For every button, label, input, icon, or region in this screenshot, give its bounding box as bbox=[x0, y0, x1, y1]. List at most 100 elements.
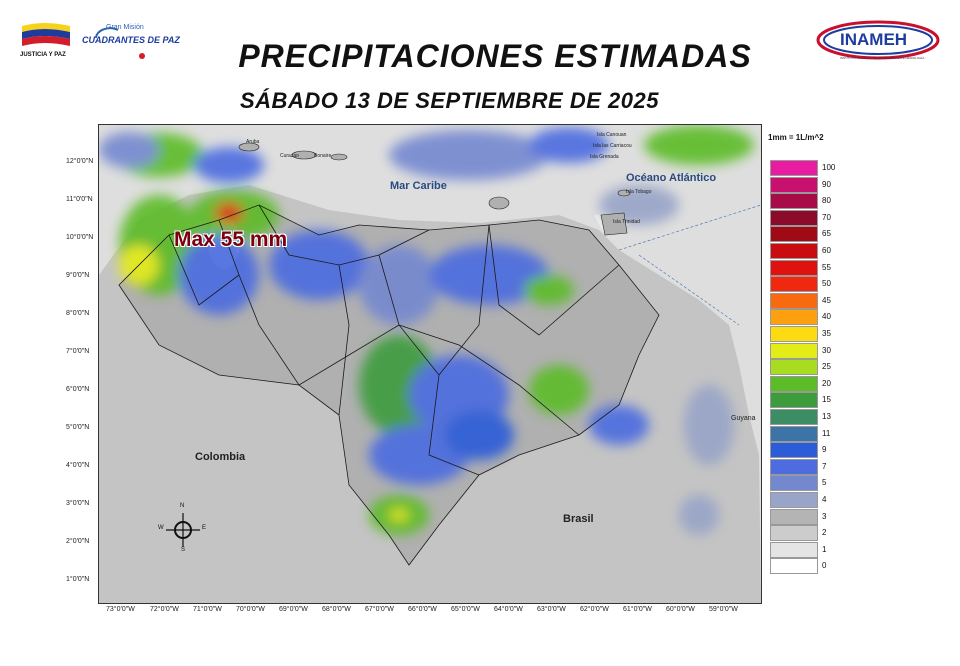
legend-swatch bbox=[770, 259, 818, 276]
legend-row: 40 bbox=[770, 309, 831, 326]
lat-label: 3°0'0"N bbox=[66, 500, 90, 507]
legend-label: 5 bbox=[822, 478, 827, 488]
legend-label: 40 bbox=[822, 312, 831, 322]
place-tobago: Isla Tobago bbox=[626, 189, 652, 195]
lat-label: 10°0'0"N bbox=[66, 234, 94, 241]
legend-row: 30 bbox=[770, 342, 831, 359]
lon-label: 68°0'0"W bbox=[322, 606, 351, 613]
compass-s: S bbox=[181, 547, 186, 553]
compass-w: W bbox=[158, 525, 164, 531]
legend-label: 55 bbox=[822, 262, 831, 272]
max-precipitation-label: Max 55 mm bbox=[174, 228, 288, 251]
legend-swatch bbox=[770, 209, 818, 226]
legend-title: 1mm = 1L/m^2 bbox=[768, 133, 824, 142]
legend-swatch bbox=[770, 160, 818, 176]
legend-row: 3 bbox=[770, 508, 827, 525]
legend-swatch bbox=[770, 425, 818, 442]
lon-label: 69°0'0"W bbox=[279, 606, 308, 613]
lon-label: 70°0'0"W bbox=[236, 606, 265, 613]
venezuela-flag-icon bbox=[22, 23, 145, 59]
legend-row: 90 bbox=[770, 176, 831, 193]
place-brasil: Brasil bbox=[563, 513, 594, 525]
legend-swatch bbox=[770, 309, 818, 326]
place-grenada: Isla Grenada bbox=[590, 154, 619, 160]
lat-label: 12°0'0"N bbox=[66, 158, 94, 165]
inameh-emblem-icon bbox=[816, 20, 940, 60]
legend-label: 100 bbox=[822, 163, 836, 172]
legend-row: 11 bbox=[770, 425, 830, 442]
lon-label: 62°0'0"W bbox=[580, 606, 609, 613]
legend-swatch bbox=[770, 193, 818, 210]
legend-row: 80 bbox=[770, 193, 831, 210]
legend-swatch bbox=[770, 541, 818, 558]
legend-label: 70 bbox=[822, 212, 831, 222]
lat-label: 4°0'0"N bbox=[66, 462, 90, 469]
place-bonaire: Bonaire bbox=[314, 153, 332, 159]
lon-label: 73°0'0"W bbox=[106, 606, 135, 613]
lat-label: 11°0'0"N bbox=[66, 196, 93, 203]
legend-label: 90 bbox=[822, 179, 831, 189]
legend-swatch bbox=[770, 508, 818, 525]
lon-label: 67°0'0"W bbox=[365, 606, 394, 613]
lat-label: 6°0'0"N bbox=[66, 386, 90, 393]
precipitation-map-canvas bbox=[99, 125, 761, 603]
legend-label: 20 bbox=[822, 378, 831, 388]
legend-row: 45 bbox=[770, 292, 831, 309]
legend-row: 15 bbox=[770, 392, 831, 409]
legend-swatch bbox=[770, 243, 818, 259]
lat-label: 5°0'0"N bbox=[66, 424, 90, 431]
lon-label: 71°0'0"W bbox=[193, 606, 222, 613]
legend-swatch bbox=[770, 492, 818, 508]
lat-label: 7°0'0"N bbox=[66, 348, 90, 355]
place-carriacou: Isla las Carriacou bbox=[593, 143, 632, 149]
page-subtitle: SÁBADO 13 DE SEPTIEMBRE DE 2025 bbox=[240, 88, 659, 113]
legend-swatch bbox=[770, 176, 818, 193]
logo-left-caption: JUSTICIA Y PAZ bbox=[20, 52, 66, 58]
place-oceano-atlantico: Océano Atlántico bbox=[626, 172, 717, 184]
logo-left-brand: CUADRANTES DE PAZ bbox=[82, 35, 180, 45]
compass-e: E bbox=[202, 525, 207, 531]
legend-label: 7 bbox=[822, 461, 827, 471]
legend-swatch bbox=[770, 409, 818, 425]
compass-n: N bbox=[180, 503, 185, 509]
legend-swatch bbox=[770, 326, 818, 342]
legend-row: 100 bbox=[770, 160, 835, 176]
place-trinidad: Isla Trinidad bbox=[613, 219, 640, 225]
legend-row: 35 bbox=[770, 326, 831, 342]
logo-left-brand-top: Gran Misión bbox=[106, 24, 144, 31]
legend-swatch bbox=[770, 342, 818, 359]
legend-label: 4 bbox=[822, 495, 827, 504]
logo-right-caption: INSTITUTO NACIONAL DE METEOROLOGÍA E HID… bbox=[840, 56, 925, 60]
legend-label: 0 bbox=[822, 561, 827, 571]
lat-label: 9°0'0"N bbox=[66, 272, 90, 279]
legend-row: 13 bbox=[770, 409, 831, 425]
legend-row: 1 bbox=[770, 541, 827, 558]
place-aruba: Aruba bbox=[246, 139, 260, 145]
lat-label: 1°0'0"N bbox=[66, 576, 90, 583]
logo-right-brand: INAMEH bbox=[840, 30, 908, 49]
legend-row: 50 bbox=[770, 276, 831, 293]
place-canouan: Isla Canouan bbox=[597, 132, 627, 138]
legend-label: 3 bbox=[822, 511, 827, 521]
legend-label: 2 bbox=[822, 528, 827, 538]
legend-label: 35 bbox=[822, 329, 831, 338]
precipitation-map bbox=[98, 124, 762, 604]
legend-row: 2 bbox=[770, 525, 827, 542]
gobierno-logo: JUSTICIA Y PAZ Gran Misión CUADRANTES DE… bbox=[18, 18, 188, 66]
legend-label: 60 bbox=[822, 246, 831, 255]
legend-row: 60 bbox=[770, 243, 831, 259]
legend-row: 5 bbox=[770, 475, 827, 492]
lon-label: 63°0'0"W bbox=[537, 606, 566, 613]
lat-label: 8°0'0"N bbox=[66, 310, 90, 317]
lon-label: 72°0'0"W bbox=[150, 606, 179, 613]
lon-label: 60°0'0"W bbox=[666, 606, 695, 613]
legend-row: 0 bbox=[770, 558, 827, 575]
lat-label: 2°0'0"N bbox=[66, 538, 90, 545]
legend-label: 15 bbox=[822, 395, 831, 405]
legend-row: 4 bbox=[770, 492, 827, 508]
legend-label: 30 bbox=[822, 345, 831, 355]
legend-row: 65 bbox=[770, 226, 831, 243]
legend-label: 1 bbox=[822, 544, 827, 554]
lon-label: 65°0'0"W bbox=[451, 606, 480, 613]
legend-row: 20 bbox=[770, 375, 831, 392]
